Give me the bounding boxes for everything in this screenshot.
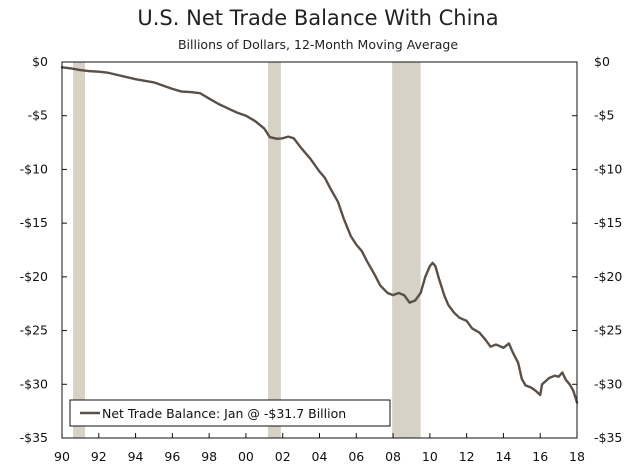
series-line-1 [60, 66, 579, 404]
y-tick-label-left: -$5 [28, 108, 48, 123]
y-tick-label-right: -$15 [594, 215, 622, 230]
recession-band-3 [392, 62, 421, 438]
x-tick-label: 92 [91, 449, 107, 464]
y-tick-label-right: -$5 [594, 108, 614, 123]
x-tick-label: 16 [532, 449, 548, 464]
y-tick-label-right: -$20 [594, 269, 622, 284]
plot-frame [61, 61, 578, 439]
x-tick-label: 00 [238, 449, 254, 464]
legend-box [69, 399, 391, 427]
chart-subtitle: Billions of Dollars, 12-Month Moving Ave… [177, 37, 459, 52]
y-tick-label-left: -$30 [20, 376, 48, 391]
chart-title: U.S. Net Trade Balance With China [137, 6, 499, 30]
plot-border [61, 61, 578, 439]
x-tick-label: 96 [164, 449, 180, 464]
y-tick-label-right: -$25 [594, 323, 622, 338]
recession-bands [73, 62, 421, 438]
y-tick-label-right: $0 [594, 54, 610, 69]
y-tick-label-right: -$35 [594, 430, 622, 445]
y-tick-label-left: -$25 [20, 323, 48, 338]
y-tick-label-left: -$10 [20, 161, 48, 176]
legend: Net Trade Balance: Jan @ -$31.7 Billion [69, 399, 391, 427]
x-tick-label: 98 [201, 449, 217, 464]
x-tick-label: 04 [312, 449, 328, 464]
x-tick-label: 02 [275, 449, 291, 464]
x-tick-label: 06 [348, 449, 364, 464]
recession-band-1 [73, 62, 85, 438]
x-tick-label: 90 [54, 449, 70, 464]
x-tick-label: 18 [569, 449, 585, 464]
series-lines [60, 66, 579, 404]
y-tick-label-left: -$35 [20, 430, 48, 445]
y-tick-label-left: -$15 [20, 215, 48, 230]
y-tick-label-left: $0 [32, 54, 48, 69]
x-tick-label: 10 [422, 449, 438, 464]
x-tick-label: 08 [385, 449, 401, 464]
y-tick-label-right: -$10 [594, 161, 622, 176]
recession-band-2 [268, 62, 281, 438]
y-tick-label-right: -$30 [594, 376, 622, 391]
x-tick-label: 14 [495, 449, 511, 464]
legend-label: Net Trade Balance: Jan @ -$31.7 Billion [102, 406, 346, 421]
x-tick-label: 12 [459, 449, 475, 464]
x-tick-label: 94 [128, 449, 144, 464]
y-tick-label-left: -$20 [20, 269, 48, 284]
axis-ticks: $0 $0 -$5 -$5 -$10 -$10 -$15 -$15 -$20 -$20 -$25 -$… [20, 54, 623, 464]
